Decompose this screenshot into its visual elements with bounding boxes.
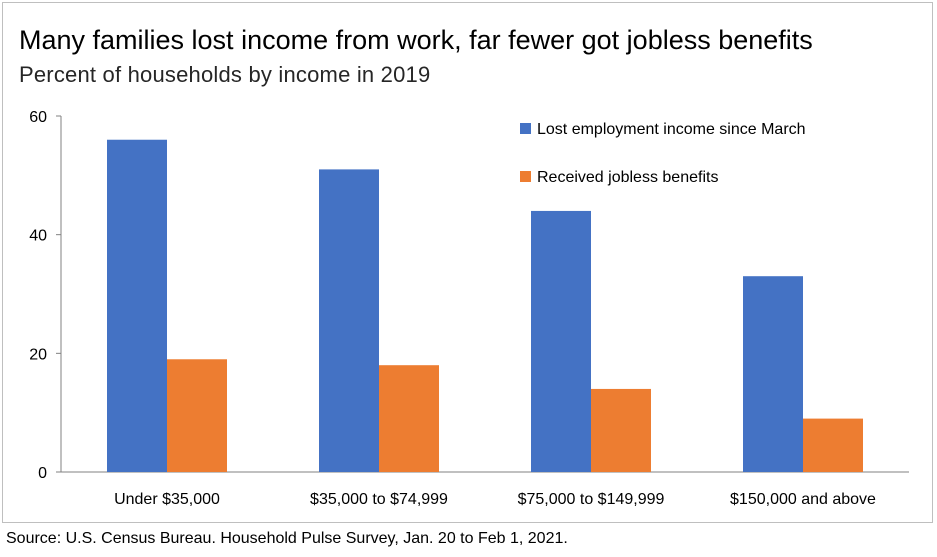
y-tick-label: 20 [29, 346, 47, 363]
legend-label: Lost employment income since March [537, 121, 806, 138]
bar-lost-income [531, 210, 591, 472]
bar-lost-income [107, 139, 167, 472]
x-tick-label: $75,000 to $149,999 [518, 491, 665, 508]
source-note: Source: U.S. Census Bureau. Household Pu… [6, 530, 568, 547]
bar-jobless-benefits [379, 365, 439, 472]
y-tick-label: 60 [29, 109, 47, 126]
y-tick-label: 40 [29, 228, 47, 245]
chart-title: Many families lost income from work, far… [19, 25, 813, 55]
bar-lost-income [319, 169, 379, 472]
x-tick-label: $35,000 to $74,999 [310, 491, 448, 508]
x-tick-label: $150,000 and above [730, 491, 876, 508]
legend-swatch [520, 171, 531, 182]
bar-jobless-benefits [167, 359, 227, 472]
x-tick-label: Under $35,000 [114, 491, 220, 508]
bar-jobless-benefits [803, 418, 863, 472]
legend-label: Received jobless benefits [537, 169, 718, 186]
bar-lost-income [743, 276, 803, 472]
chart-subtitle: Percent of households by income in 2019 [19, 62, 431, 87]
bar-jobless-benefits [591, 388, 651, 472]
y-tick-label: 0 [38, 465, 47, 482]
legend-swatch [520, 123, 531, 134]
